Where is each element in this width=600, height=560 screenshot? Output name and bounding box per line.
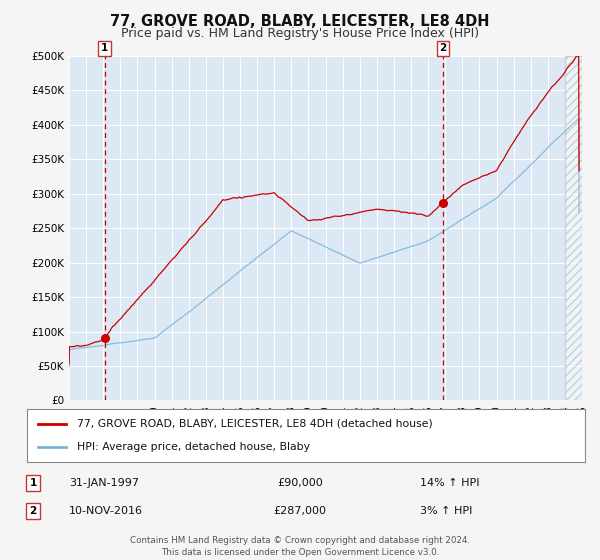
Text: 1: 1 (101, 43, 108, 53)
Text: 10-NOV-2016: 10-NOV-2016 (69, 506, 143, 516)
Text: HPI: Average price, detached house, Blaby: HPI: Average price, detached house, Blab… (77, 442, 310, 452)
Bar (565, 56, 582, 400)
Text: £90,000: £90,000 (277, 478, 323, 488)
Text: 14% ↑ HPI: 14% ↑ HPI (420, 478, 479, 488)
Text: Contains HM Land Registry data © Crown copyright and database right 2024.
This d: Contains HM Land Registry data © Crown c… (130, 536, 470, 557)
Text: 3% ↑ HPI: 3% ↑ HPI (420, 506, 472, 516)
Text: 2: 2 (439, 43, 446, 53)
Text: £287,000: £287,000 (274, 506, 326, 516)
Text: 77, GROVE ROAD, BLABY, LEICESTER, LE8 4DH: 77, GROVE ROAD, BLABY, LEICESTER, LE8 4D… (110, 14, 490, 29)
Text: Price paid vs. HM Land Registry's House Price Index (HPI): Price paid vs. HM Land Registry's House … (121, 27, 479, 40)
Text: 77, GROVE ROAD, BLABY, LEICESTER, LE8 4DH (detached house): 77, GROVE ROAD, BLABY, LEICESTER, LE8 4D… (77, 419, 433, 429)
Text: 31-JAN-1997: 31-JAN-1997 (69, 478, 139, 488)
Text: 1: 1 (29, 478, 37, 488)
Text: 2: 2 (29, 506, 37, 516)
